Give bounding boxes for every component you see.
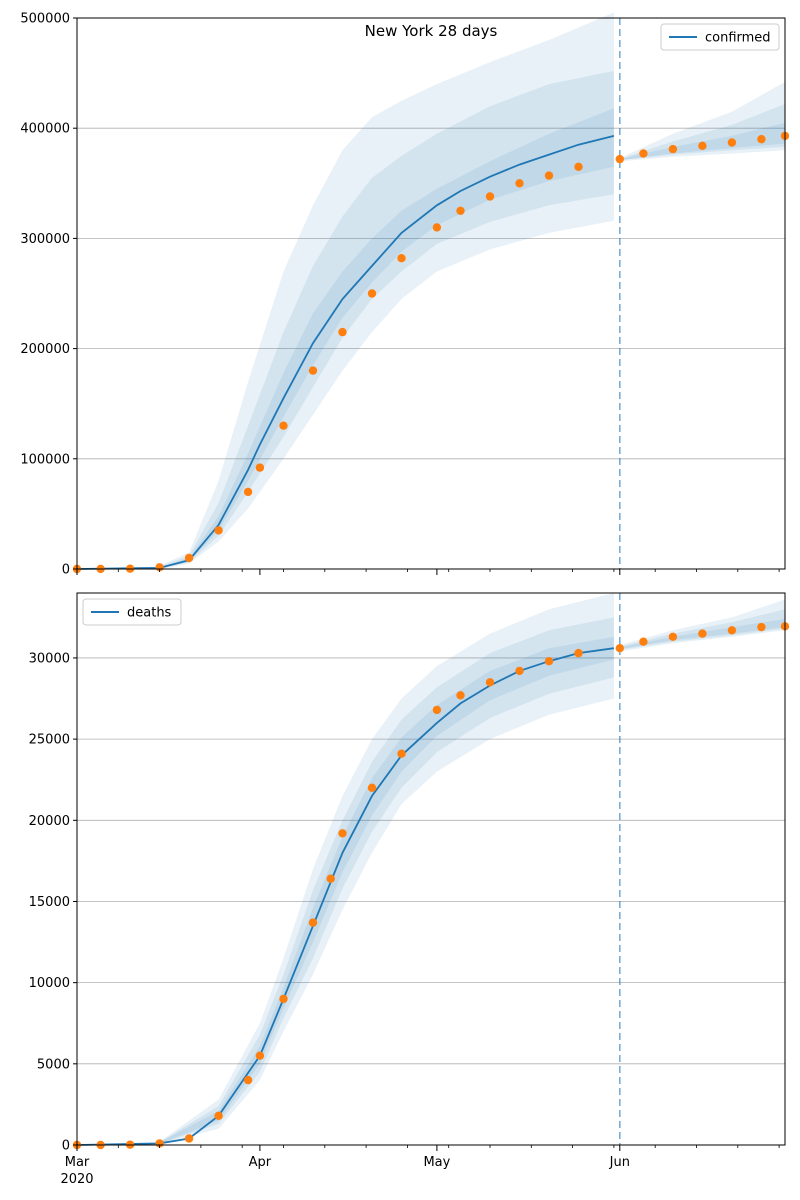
deaths-observed-point xyxy=(184,1134,194,1143)
deaths-observed-point xyxy=(255,1051,265,1060)
deaths-legend: deaths xyxy=(82,598,182,626)
shared-x-axis-labels: Mar Apr May Jun xyxy=(65,1155,630,1170)
x-tick-label: May xyxy=(423,1155,450,1170)
deaths-y-tick-label: 5000 xyxy=(37,1057,70,1072)
confirmed-legend-box xyxy=(660,23,780,51)
deaths-y-tick-label: 15000 xyxy=(29,895,70,910)
confirmed-y-tick-label: 400000 xyxy=(20,122,70,137)
deaths-observed-point xyxy=(214,1111,223,1121)
deaths-observed-point xyxy=(155,1139,164,1148)
deaths-y-tick-label: 25000 xyxy=(29,733,70,748)
confirmed-observed-point xyxy=(515,179,524,188)
confirmed-observed-point xyxy=(397,254,406,263)
deaths-observed-point xyxy=(698,629,707,638)
deaths-y-tick-label: 0 xyxy=(62,1139,70,1154)
confirmed-observed-point xyxy=(485,192,495,201)
confirmed-y-tick-label: 0 xyxy=(62,563,70,578)
deaths-observed-point xyxy=(515,666,524,676)
deaths-observed-point xyxy=(639,637,648,646)
confirmed-observed-point xyxy=(698,141,707,150)
deaths-observed-points xyxy=(72,622,790,1150)
confirmed-observed-point xyxy=(255,463,265,472)
deaths-inner-band xyxy=(159,636,614,1144)
deaths-y-tick-label: 30000 xyxy=(29,651,70,666)
confirmed-observed-point xyxy=(432,223,442,232)
confirmed-y-tick-label: 100000 xyxy=(20,452,70,467)
deaths-x-axis xyxy=(76,1145,780,1151)
confirmed-x-axis xyxy=(76,569,780,575)
deaths-observed-point xyxy=(615,644,624,653)
confirmed-middle-band xyxy=(159,70,614,570)
deaths-uncertainty-bands xyxy=(159,593,614,1145)
deaths-observed-point xyxy=(432,705,442,715)
deaths-observed-point xyxy=(326,874,335,883)
deaths-observed-point xyxy=(397,749,406,758)
confirmed-model-line xyxy=(76,135,615,570)
confirmed-forecast-bands xyxy=(619,81,785,162)
confirmed-axes-frame xyxy=(76,17,786,570)
confirmed-observed-point xyxy=(757,135,766,144)
deaths-observed-point xyxy=(456,691,465,700)
deaths-observed-point xyxy=(243,1075,253,1085)
confirmed-observed-point xyxy=(214,526,223,535)
deaths-y-tick-label: 10000 xyxy=(29,976,70,991)
confirmed-observed-point xyxy=(668,144,678,154)
deaths-legend-box xyxy=(82,598,182,626)
deaths-observed-point xyxy=(279,994,288,1004)
confirmed-observed-point xyxy=(243,487,253,497)
confirmed-observed-point xyxy=(727,138,737,147)
deaths-axes-frame xyxy=(76,592,786,1146)
confirmed-inner-band xyxy=(159,108,614,570)
deaths-y-tick-label: 20000 xyxy=(29,814,70,829)
deaths-y-axis: 0 5000 10000 15000 20000 25000 30000 xyxy=(29,651,77,1154)
deaths-observed-point xyxy=(485,678,495,687)
deaths-observed-point xyxy=(544,657,554,666)
confirmed-observed-point xyxy=(367,289,377,298)
deaths-observed-point xyxy=(338,829,347,838)
deaths-legend-label: deaths xyxy=(127,606,172,621)
deaths-outer-forecast-band xyxy=(619,599,785,652)
confirmed-observed-point xyxy=(184,553,194,563)
x-tick-label: Apr xyxy=(249,1155,272,1170)
deaths-model-line xyxy=(76,647,615,1146)
deaths-outer-band xyxy=(159,593,614,1145)
confirmed-y-tick-label: 300000 xyxy=(20,232,70,247)
confirmed-observed-point xyxy=(639,149,648,158)
confirmed-outer-forecast-band xyxy=(619,81,785,162)
confirmed-observed-point xyxy=(544,171,554,180)
deaths-observed-point xyxy=(757,622,766,632)
x-tick-label: Mar xyxy=(65,1155,90,1170)
confirmed-y-tick-label: 500000 xyxy=(20,12,70,27)
confirmed-y-tick-label: 200000 xyxy=(20,342,70,357)
confirmed-observed-point xyxy=(308,366,318,375)
confirmed-observed-point xyxy=(456,206,465,215)
confirmed-inner-forecast-band xyxy=(619,122,785,161)
deaths-panel: 0 5000 10000 15000 20000 25000 30000 deaths xyxy=(29,592,790,1154)
confirmed-uncertainty-bands xyxy=(159,12,614,570)
confirmed-panel: 0 100000 200000 300000 400000 500000 New York… xyxy=(20,12,790,578)
confirmed-legend-label: confirmed xyxy=(705,31,771,46)
confirmed-observed-point xyxy=(574,162,583,171)
deaths-observed-point xyxy=(308,918,318,927)
chart-title: New York 28 days xyxy=(365,22,498,40)
confirmed-observed-point xyxy=(338,327,347,337)
deaths-middle-band xyxy=(159,617,614,1144)
confirmed-y-axis: 0 100000 200000 300000 400000 500000 xyxy=(20,12,77,578)
deaths-observed-point xyxy=(367,783,377,792)
confirmed-middle-forecast-band xyxy=(619,104,785,161)
deaths-observed-point xyxy=(727,626,737,635)
deaths-observed-point xyxy=(574,648,583,658)
confirmed-observed-point xyxy=(615,154,624,164)
confirmed-gridlines xyxy=(77,17,785,460)
confirmed-outer-band xyxy=(159,12,614,569)
confirmed-legend: confirmed xyxy=(660,23,780,51)
deaths-observed-point xyxy=(668,632,678,641)
confirmed-observed-point xyxy=(279,421,288,430)
x-tick-label: Jun xyxy=(609,1155,630,1170)
x-axis-year-label: 2020 xyxy=(60,1172,93,1187)
deaths-gridlines xyxy=(77,657,785,1065)
